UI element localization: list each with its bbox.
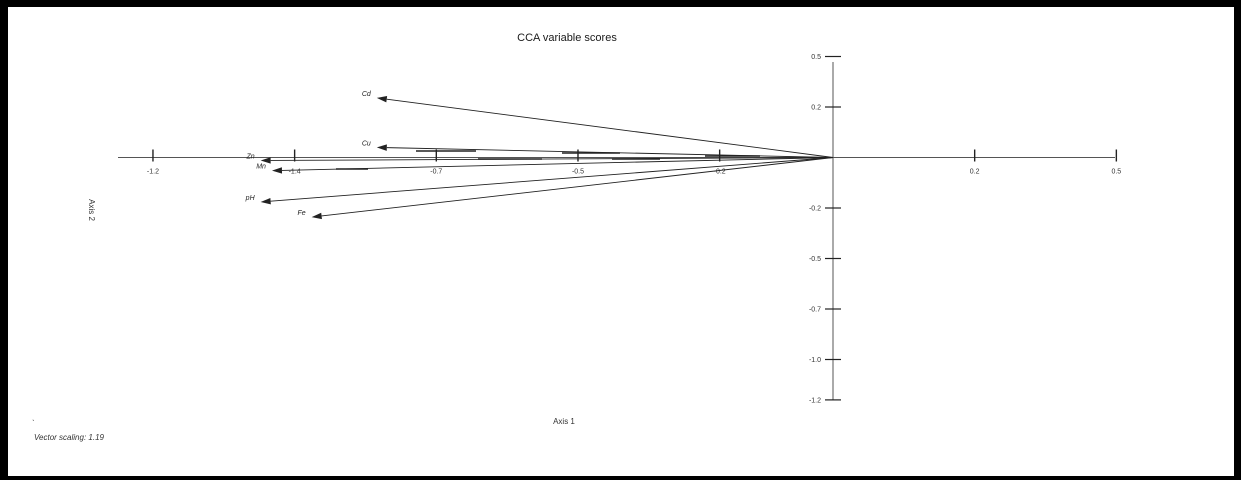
vector-line (386, 147, 834, 158)
y-tick-label: -0.7 (809, 307, 821, 314)
vector-label: Cd (362, 91, 372, 98)
vector-label: Zn (245, 154, 254, 161)
corner-mark: ` (32, 419, 35, 428)
chart-title: CCA variable scores (517, 32, 617, 44)
vector-line (281, 157, 834, 171)
x-tick-label: 0.2 (970, 169, 980, 176)
y-tick-label: -0.5 (809, 256, 821, 263)
x-tick-label: -0.5 (572, 169, 584, 176)
x-tick-label: -1.2 (147, 169, 159, 176)
vector-arrowhead (376, 144, 387, 151)
vector-arrowhead (260, 157, 271, 164)
vector-line (386, 98, 834, 158)
x-ticks: -1.2 -1.4 -0.7 -0.5 -0.2 0.2 0.5 (147, 149, 1121, 176)
vector-line (270, 157, 834, 202)
vector-arrowhead (260, 197, 271, 205)
vector-arrowhead (376, 96, 388, 103)
vector-arrowhead (271, 167, 283, 174)
vector-line (270, 157, 834, 161)
vector-label: Cu (362, 140, 371, 147)
x-tick-label: -0.2 (714, 169, 726, 176)
y-ticks: 0.5 0.2 -0.2 -0.5 -0.7 -1.0 -1.2 (809, 54, 841, 404)
vector-label: Fe (297, 210, 305, 217)
y-axis-label: Axis 2 (87, 199, 96, 221)
vector-label: Mn (256, 164, 266, 171)
vector-scaling-note: Vector scaling: 1.19 (34, 433, 105, 442)
vector-label: pH (245, 195, 256, 202)
vector-arrowhead (311, 212, 322, 220)
x-axis-label: Axis 1 (553, 417, 575, 426)
y-tick-label: -0.2 (809, 206, 821, 213)
y-tick-label: -1.0 (809, 357, 821, 364)
x-tick-label: -0.7 (430, 169, 442, 176)
x-tick-label: 0.5 (1111, 169, 1121, 176)
y-tick-label: 0.5 (811, 54, 821, 61)
vector-line (321, 157, 834, 217)
y-tick-label: 0.2 (811, 105, 821, 112)
x-tick-label: -1.4 (289, 169, 301, 176)
y-tick-label: -1.2 (809, 397, 821, 404)
